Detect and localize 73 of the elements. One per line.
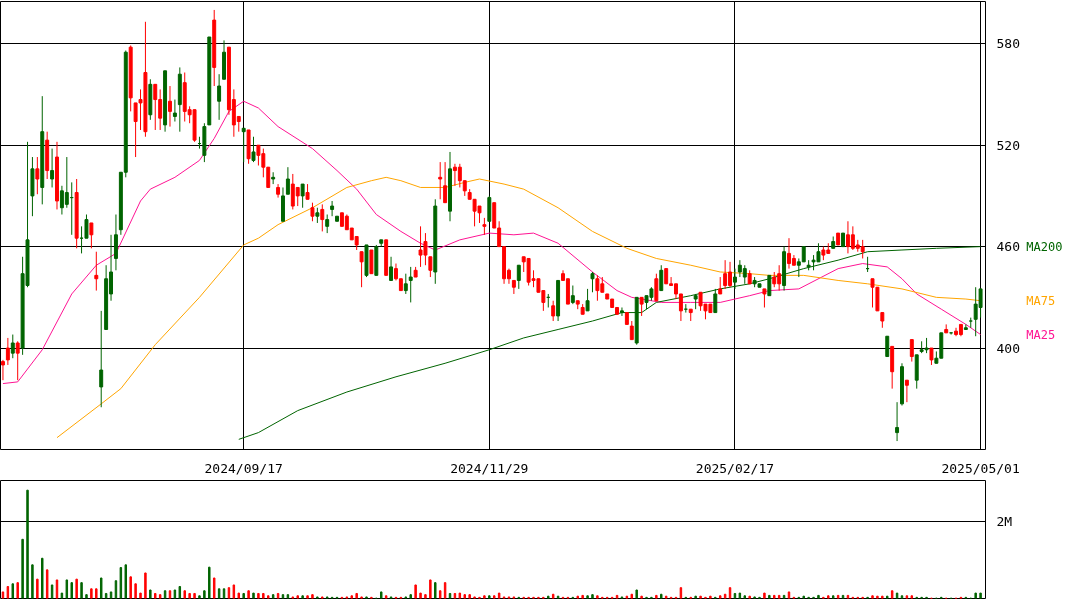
candlestick	[895, 401, 900, 442]
candlestick	[0, 359, 5, 381]
candlestick	[113, 214, 118, 271]
candlestick	[10, 334, 15, 359]
x-tick-label: 2024/09/17	[204, 460, 283, 476]
candlestick	[310, 202, 315, 222]
candlestick	[713, 288, 718, 314]
candlestick	[659, 264, 664, 292]
candlestick	[516, 264, 521, 290]
text: MA25	[1026, 327, 1056, 342]
candlestick	[949, 332, 954, 336]
candlestick	[590, 271, 595, 293]
y-tick-label: 520	[996, 137, 1020, 153]
candlestick	[585, 288, 590, 312]
candlestick	[300, 183, 305, 209]
candlestick	[723, 259, 728, 290]
candlestick	[595, 274, 600, 302]
text: MA75	[1026, 293, 1056, 308]
candlestick	[629, 320, 634, 341]
candlestick	[217, 73, 222, 121]
candlestick	[320, 203, 325, 232]
candlestick	[295, 186, 300, 207]
candlestick	[325, 214, 330, 234]
candlestick	[35, 156, 40, 195]
candlestick	[762, 288, 767, 308]
candlestick	[904, 379, 909, 403]
candlestick	[732, 268, 737, 290]
x-tick-label: 2025/05/01	[941, 460, 1020, 476]
candlestick	[64, 156, 69, 209]
candlestick	[551, 300, 556, 322]
candlestick	[5, 337, 10, 366]
candlestick	[438, 161, 443, 200]
line-series	[238, 246, 982, 440]
candlestick	[256, 144, 261, 166]
candlestick	[403, 273, 408, 295]
candlestick	[767, 274, 772, 297]
candlestick	[99, 310, 104, 408]
candlestick	[909, 339, 914, 363]
candlestick	[241, 127, 246, 163]
x-tick-label: 2025/02/17	[695, 460, 775, 476]
text: MA200	[1026, 239, 1063, 254]
candlestick	[860, 239, 865, 259]
candlestick	[89, 222, 94, 249]
candlestick	[570, 285, 575, 305]
candlestick	[978, 288, 983, 319]
candlestick	[369, 249, 374, 275]
candlestick	[94, 251, 99, 292]
candlestick	[443, 161, 448, 204]
candlestick	[885, 335, 890, 358]
candlestick	[50, 148, 55, 188]
candlestick	[487, 195, 492, 222]
candlestick	[389, 256, 394, 281]
candlestick	[84, 214, 89, 239]
candlestick	[428, 256, 433, 278]
candlestick	[168, 85, 172, 128]
candlestick	[285, 166, 290, 195]
candlestick	[619, 306, 624, 317]
candlestick	[330, 200, 335, 217]
candlestick	[742, 264, 747, 285]
candlestick	[639, 296, 644, 317]
candlestick	[359, 251, 364, 288]
candlestick	[15, 340, 20, 381]
line-series	[2, 100, 982, 385]
y-tick-label: 400	[996, 340, 1020, 356]
y-tick-label: 2M	[996, 513, 1013, 529]
x-tick-label: 2024/11/29	[450, 460, 529, 476]
y-tick-label: 460	[996, 239, 1020, 255]
candlestick	[172, 99, 177, 123]
candlestick	[153, 83, 158, 131]
candlestick	[408, 266, 413, 303]
y-tick-label: 580	[996, 36, 1020, 52]
candlestick	[251, 136, 256, 163]
candlestick	[654, 273, 659, 302]
